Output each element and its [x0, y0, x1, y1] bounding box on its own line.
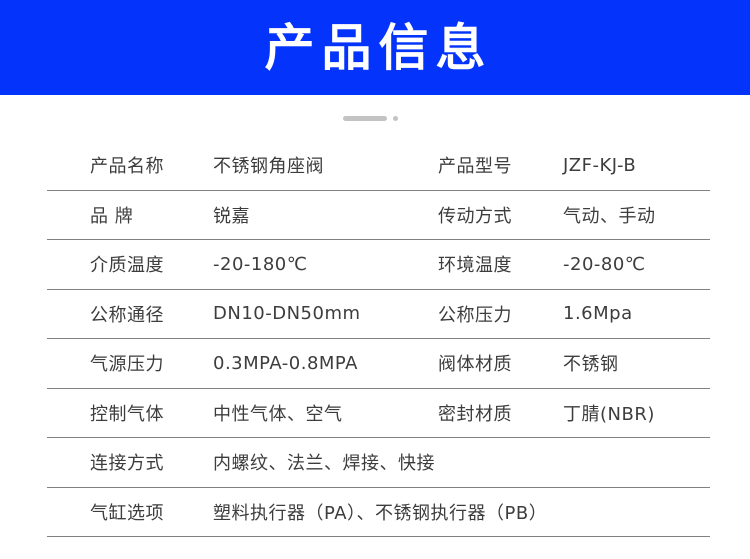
- spec-label: 产品型号: [438, 156, 512, 178]
- spec-value: -20-180℃: [213, 253, 308, 275]
- dash-divider-icon: [342, 116, 387, 121]
- spec-label: 连接方式: [90, 453, 164, 475]
- spec-value: DN10-DN50mm: [213, 303, 361, 325]
- spec-row-connection-type: 连接方式 内螺纹、法兰、焊接、快接: [47, 438, 710, 488]
- spec-value: JZF-KJ-B: [563, 154, 637, 176]
- spec-value: 1.6Mpa: [563, 303, 633, 325]
- spec-label: 品 牌: [90, 205, 134, 227]
- spec-value: 内螺纹、法兰、焊接、快接: [213, 453, 435, 475]
- spec-row-medium-temp: 介质温度 -20-180℃ 环境温度 -20-80℃: [47, 240, 710, 290]
- spec-row-control-gas: 控制气体 中性气体、空气 密封材质 丁腈(NBR): [47, 389, 710, 438]
- spec-label: 控制气体: [90, 403, 164, 425]
- spec-label: 气源压力: [90, 354, 164, 376]
- spec-row-brand: 品 牌 锐嘉 传动方式 气动、手动: [47, 191, 710, 240]
- spec-label: 介质温度: [90, 255, 164, 277]
- spec-label: 产品名称: [90, 156, 164, 178]
- spec-value: 锐嘉: [213, 205, 250, 227]
- spec-table: 产品名称 不锈钢角座阀 产品型号 JZF-KJ-B 品 牌 锐嘉 传动方式 气动…: [47, 141, 710, 537]
- spec-label: 阀体材质: [438, 354, 512, 376]
- spec-value: 丁腈(NBR): [563, 403, 655, 425]
- spec-value: -20-80℃: [563, 253, 646, 275]
- spec-value: 气动、手动: [563, 205, 656, 227]
- dot-divider-icon: [392, 116, 398, 121]
- spec-value: 中性气体、空气: [213, 403, 343, 425]
- header-banner: 产品信息: [0, 0, 750, 95]
- spec-value: 塑料执行器（PA）、不锈钢执行器（PB）: [213, 502, 548, 524]
- spec-row-air-pressure: 气源压力 0.3MPA-0.8MPA 阀体材质 不锈钢: [47, 339, 710, 389]
- spec-row-nominal-diameter: 公称通径 DN10-DN50mm 公称压力 1.6Mpa: [47, 290, 710, 339]
- page-title: 产品信息: [264, 17, 493, 77]
- spec-label: 气缸选项: [90, 502, 164, 524]
- spec-value: 不锈钢角座阀: [213, 156, 324, 178]
- spec-row-cylinder-option: 气缸选项 塑料执行器（PA）、不锈钢执行器（PB）: [47, 488, 710, 537]
- spec-value: 不锈钢: [563, 354, 619, 376]
- spec-label: 密封材质: [438, 403, 512, 425]
- spec-label: 公称压力: [438, 304, 512, 326]
- spec-label: 公称通径: [90, 304, 164, 326]
- divider-ornament: [0, 116, 740, 121]
- spec-label: 环境温度: [438, 255, 512, 277]
- spec-value: 0.3MPA-0.8MPA: [213, 352, 358, 374]
- spec-label: 传动方式: [438, 205, 512, 227]
- spec-row-product-name: 产品名称 不锈钢角座阀 产品型号 JZF-KJ-B: [47, 141, 710, 191]
